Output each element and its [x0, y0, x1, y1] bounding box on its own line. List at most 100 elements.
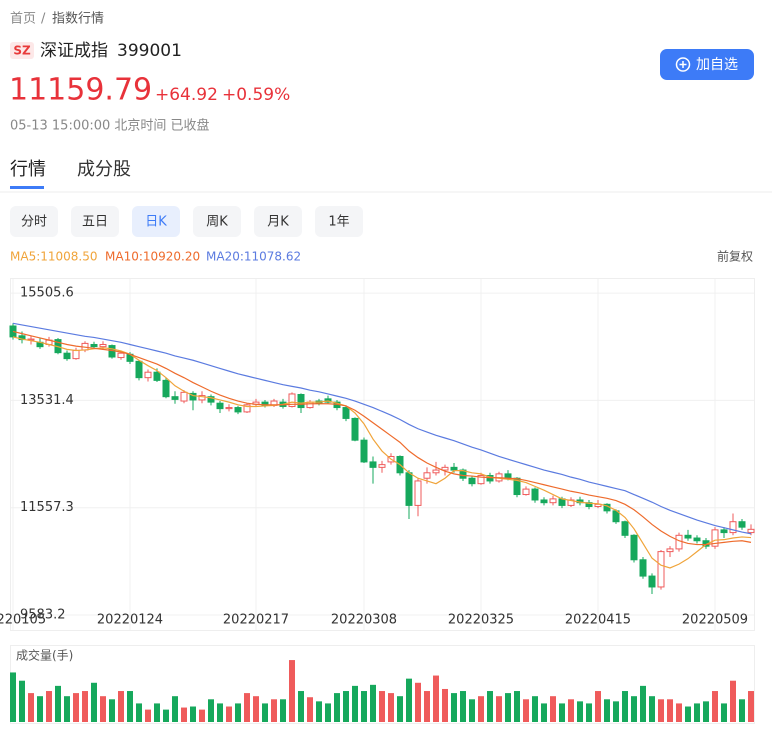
volume-bar: [415, 682, 421, 722]
volume-bar: [424, 691, 430, 722]
volume-bar: [28, 693, 34, 722]
x-tick-label: 20220308: [331, 613, 397, 628]
volume-bar: [433, 675, 439, 722]
volume-bar: [388, 693, 394, 722]
plus-icon[interactable]: [675, 57, 691, 72]
volume-bar: [253, 696, 259, 722]
chart-frame: [10, 278, 755, 631]
ma-line: [12, 330, 752, 546]
kline-chart: 15505.6 13531.4 11557.3 9583.220220105 20220…: [0, 279, 755, 630]
ma-line: [12, 322, 752, 535]
volume-bar: [586, 703, 592, 722]
volume-bar: [649, 696, 655, 722]
candle-body: [630, 534, 638, 561]
volume-bar: [334, 693, 340, 722]
period-button[interactable]: [132, 206, 180, 237]
volume-chart: [10, 660, 754, 722]
volume-bar: [604, 699, 610, 722]
volume-bar: [217, 703, 223, 722]
period-label[interactable]: 五日: [82, 215, 108, 230]
volume-bar: [271, 699, 277, 722]
period-button[interactable]: [71, 206, 119, 237]
candle-body: [216, 402, 224, 410]
volume-bar: [631, 696, 637, 722]
volume-bar: [469, 699, 475, 722]
candle-body: [522, 488, 530, 496]
candle-body: [549, 498, 557, 504]
volume-bar: [46, 691, 52, 722]
y-tick-label: 15505.6: [20, 286, 74, 301]
candle-body: [90, 343, 98, 348]
candle-body: [162, 379, 170, 398]
candle-body: [288, 393, 296, 407]
period-label[interactable]: 1年: [328, 215, 349, 230]
candle-body: [99, 343, 107, 348]
volume-bar: [325, 703, 331, 722]
volume-bar: [748, 691, 754, 722]
volume-bar: [280, 699, 286, 722]
period-label[interactable]: 日K: [145, 215, 167, 230]
period-button[interactable]: [315, 206, 363, 237]
period-label[interactable]: 周K: [206, 215, 228, 230]
candle-body: [675, 534, 683, 550]
legend: MA5:11008.50 MA10:10920.20 MA20:11078.62: [10, 250, 301, 264]
candle-body: [144, 371, 152, 379]
breadcrumb[interactable]: 首页: [10, 12, 36, 27]
candle-body: [684, 534, 692, 539]
y-tick-label: 9583.2: [20, 608, 66, 623]
adjust[interactable]: 前复权: [717, 249, 753, 264]
period-label[interactable]: 月K: [267, 215, 289, 230]
button-label[interactable]: 加自选: [696, 57, 738, 73]
candle-body: [342, 407, 350, 419]
candle-body: [432, 469, 440, 474]
volume-bar: [703, 701, 709, 722]
x-tick-label: 20220325: [448, 613, 514, 628]
candle-body: [243, 404, 251, 413]
volume-bar: [505, 693, 511, 722]
volume-bar: [640, 685, 646, 722]
period-label[interactable]: 分时: [21, 215, 47, 230]
index-code: 399001: [117, 41, 182, 61]
volume-bar: [154, 703, 160, 722]
volume-bar: [406, 678, 412, 722]
volume-bar: [118, 691, 124, 722]
volume-bar: [262, 703, 268, 722]
candle-body: [747, 528, 755, 534]
tab[interactable]: 成分股: [77, 159, 131, 180]
volume-bar: [397, 696, 403, 722]
candle-body: [477, 475, 485, 485]
volume-bar: [316, 701, 322, 722]
volume-bar: [226, 706, 232, 722]
volume-bar: [550, 696, 556, 722]
volume-bar: [361, 691, 367, 722]
volume-bar: [298, 691, 304, 722]
volume-bar: [82, 691, 88, 722]
volume-bar: [235, 703, 241, 722]
index-name: 深证成指: [40, 41, 108, 61]
volume-bar: [460, 691, 466, 722]
candle-body: [225, 407, 233, 410]
volume-bar: [730, 680, 736, 722]
volume-bar: [442, 688, 448, 722]
volume-bar: [514, 691, 520, 722]
candle-body: [441, 466, 449, 471]
period-button[interactable]: [254, 206, 302, 237]
status: 05-13 15:00:00 北京时间 已收盘: [10, 118, 210, 134]
candle-body: [531, 488, 539, 501]
volume-bar: [109, 699, 115, 722]
button-bg[interactable]: [660, 49, 754, 80]
period-button[interactable]: [10, 206, 58, 237]
tab[interactable]: 行情: [10, 159, 46, 180]
plus-icon[interactable]: [679, 61, 687, 68]
period-button[interactable]: [193, 206, 241, 237]
candle-body: [423, 472, 431, 479]
candle-body: [72, 349, 80, 360]
volume-bar: [55, 685, 61, 722]
watch-button[interactable]: 加自选: [660, 49, 754, 80]
candle-body: [360, 439, 368, 463]
volume-bar: [559, 703, 565, 722]
market: SZ: [13, 44, 31, 58]
y-tick-label: 11557.3: [20, 500, 74, 515]
